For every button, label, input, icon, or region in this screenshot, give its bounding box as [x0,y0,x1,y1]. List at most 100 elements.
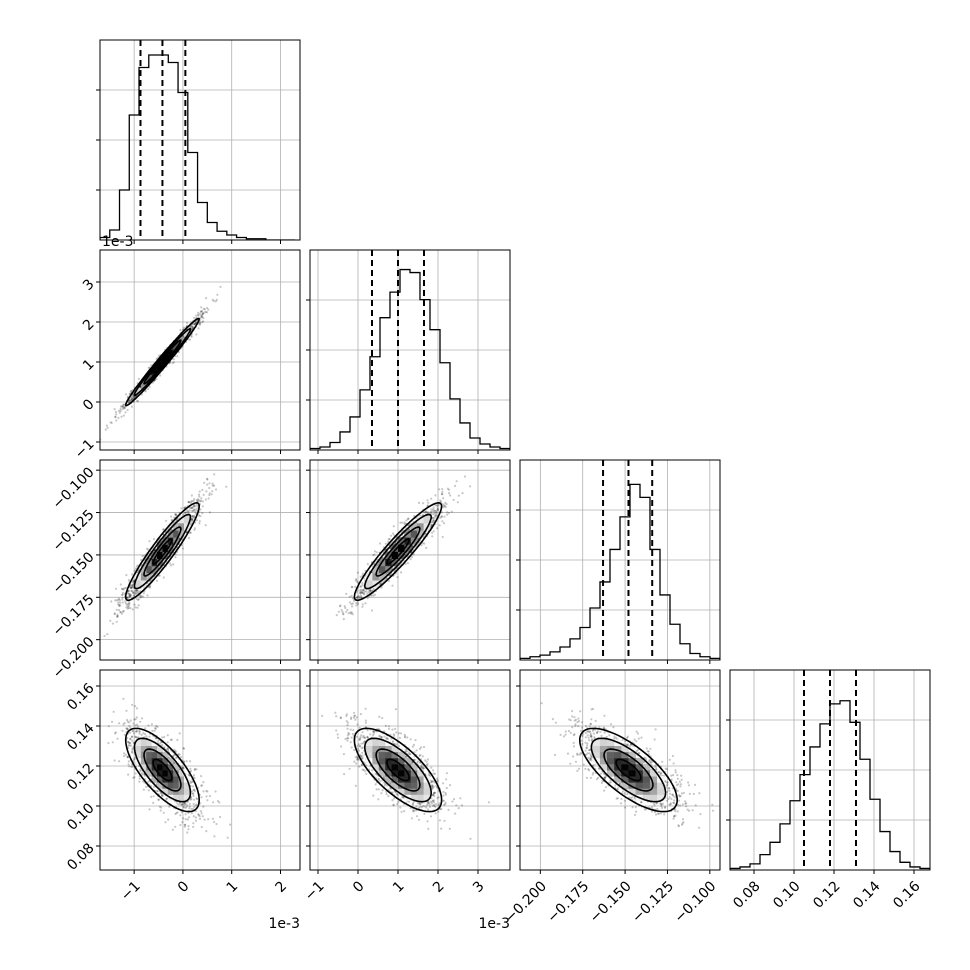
sample-point [215,298,218,301]
sample-point [188,531,192,535]
sample-point [202,781,205,784]
histogram-step-2 [520,483,720,660]
sample-point [225,485,228,488]
sample-point [119,583,122,586]
sample-point [426,511,429,515]
sample-point [355,602,358,605]
sample-point [337,610,340,613]
sample-point [114,731,117,734]
sample-point [190,500,193,503]
sample-point [126,607,129,610]
sample-point [434,494,437,497]
sample-point [121,407,124,411]
density-cell [398,544,405,552]
sample-point [450,510,453,513]
sample-point [199,312,202,315]
sample-point [110,720,114,724]
sample-point [424,511,427,514]
sample-point [146,594,149,597]
sample-point [196,500,199,503]
sample-point [218,801,221,804]
sample-point [126,756,129,759]
sample-point [112,710,115,713]
sample-point [133,718,136,721]
sample-point [184,818,187,821]
sample-point [117,597,121,600]
sample-point [425,546,428,550]
sample-point [190,812,193,815]
sample-point [363,593,366,596]
sample-point [135,597,138,601]
sample-point [132,730,135,733]
sample-point [423,542,426,545]
sample-point [196,313,199,316]
sample-point [191,325,194,329]
sample-point [116,613,119,616]
sample-point [113,612,116,615]
sample-point [387,538,390,541]
sample-point [446,487,449,490]
sample-point [126,718,129,722]
sample-point [211,482,214,485]
sample-point [148,585,151,589]
sample-point [384,542,387,545]
contour-level-3 [124,317,201,407]
sample-point [355,597,358,600]
sample-point [199,321,202,324]
sample-point [155,579,159,582]
sample-point [126,603,130,606]
sample-point [203,481,206,484]
density-cell [178,530,185,538]
sample-point [204,524,207,527]
sample-point [133,395,136,398]
sample-point [354,579,357,582]
sample-point [426,499,429,502]
sample-point [456,501,459,504]
density-cell [157,544,163,552]
sample-point [449,494,452,497]
sample-point [361,572,364,575]
sample-point [193,316,196,319]
sample-point [371,589,374,592]
sample-point [125,603,128,606]
sample-point [190,807,193,810]
sample-point [208,511,211,514]
sample-point [137,604,140,607]
sample-point [380,586,383,589]
density-cell [162,544,169,552]
sample-point [182,513,185,516]
sample-point [405,519,408,522]
sample-point [175,514,178,517]
sample-point [184,511,187,514]
density-cell [151,551,158,559]
sample-point [203,818,206,821]
sample-point [148,540,151,543]
sample-point [358,595,361,598]
sample-point [436,509,439,512]
sample-point [125,727,128,730]
sample-point [124,586,127,590]
sample-point [97,436,99,438]
sample-point [214,300,217,303]
sample-point [372,554,375,557]
sample-point [375,551,378,554]
sample-point [130,586,133,590]
sample-point [174,514,177,517]
sample-point [204,310,207,313]
sample-point [201,488,204,492]
sample-point [206,477,209,480]
sample-point [373,553,376,556]
sample-point [439,500,443,503]
density-cell [173,342,179,350]
sample-point [159,374,162,377]
sample-point [130,589,133,593]
sample-point [213,473,216,476]
sample-point [180,803,183,806]
sample-point [453,484,457,488]
sample-point [193,323,196,326]
sample-point [445,503,448,506]
sample-point [129,731,132,734]
sample-point [387,579,390,583]
sample-point [145,547,149,550]
sample-point [121,587,124,591]
